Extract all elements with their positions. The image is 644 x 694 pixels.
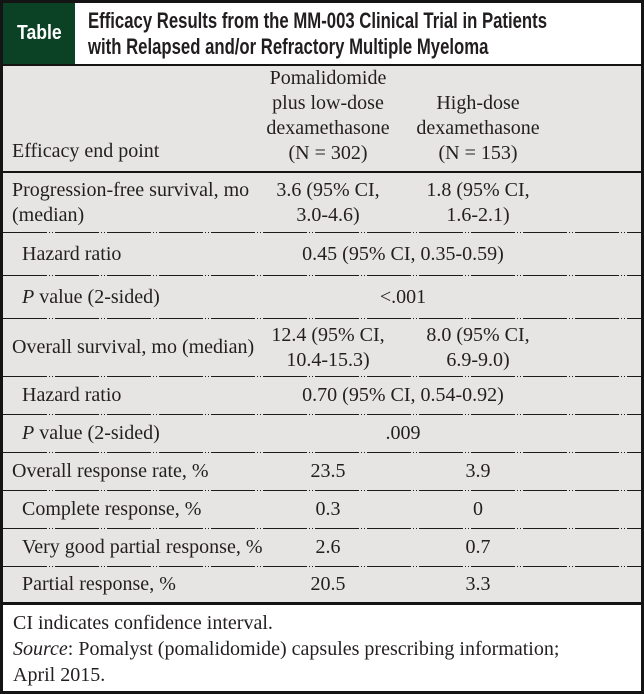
p-italic: P (22, 285, 35, 308)
footnote-source: Source: Pomalyst (pomalidomide) capsules… (13, 636, 631, 688)
source-italic: Source (13, 638, 68, 660)
column-header-highdose: High-dose dexamethasone (N = 153) (416, 92, 540, 164)
row-rule (3, 528, 641, 529)
row-label: Complete response, % (22, 498, 202, 520)
row-label: Very good partial response, % (22, 536, 263, 558)
title-separator (3, 64, 641, 66)
column-header-pomalidomide: Pomalidomide plus low-dose dexamethasone… (266, 67, 390, 164)
row-value-col2: 12.4 (95% CI, 10.4-15.3) (271, 323, 385, 371)
row-label: Overall survival, mo (median) (12, 336, 255, 358)
table-tag-label: Table (16, 22, 62, 44)
row-label: P value (2-sided) (3, 285, 253, 310)
table-row: Hazard ratio 0.70 (95% CI, 0.54-0.92) (3, 377, 641, 414)
title-wrap: Efficacy Results from the MM-003 Clinica… (75, 3, 641, 64)
table-title: Efficacy Results from the MM-003 Clinica… (88, 7, 548, 59)
row-rule (3, 318, 641, 319)
row-value-col3: 8.0 (95% CI, 6.9-9.0) (426, 323, 530, 371)
row-rule (3, 376, 641, 377)
title-band: Table Efficacy Results from the MM-003 C… (3, 3, 641, 64)
table-row: P value (2-sided) .009 (3, 415, 641, 452)
table-row: Hazard ratio 0.45 (95% CI, 0.35-0.59) (3, 233, 641, 275)
row-value-span: <.001 (379, 285, 427, 308)
row-value-col2: 20.5 (310, 573, 346, 595)
row-rule (3, 275, 641, 276)
row-rule (3, 232, 641, 233)
row-value-col2: 0.3 (315, 498, 341, 520)
row-label: P value (2-sided) (3, 421, 253, 446)
column-header-endpoint: Efficacy end point (12, 140, 160, 162)
p-italic: P (22, 422, 35, 444)
row-label-rest: value (2-sided) (34, 285, 160, 308)
table-row: Partial response, % 20.5 3.3 (3, 567, 641, 602)
table-footnotes: CI indicates confidence interval. Source… (3, 605, 641, 691)
footer-rule (3, 602, 641, 605)
row-value-col2: 3.6 (95% CI, 3.0-4.6) (276, 178, 380, 226)
column-header-row: Efficacy end point Pomalidomide plus low… (3, 66, 641, 171)
row-value-col3: 3.9 (465, 460, 491, 482)
table-tag-badge: Table (3, 3, 75, 64)
table-row: Complete response, % 0.3 0 (3, 491, 641, 528)
row-value-col2: 2.6 (315, 536, 341, 558)
row-value-col3: 3.3 (465, 573, 491, 595)
row-label: Overall response rate, % (12, 460, 209, 482)
row-rule (3, 414, 641, 415)
row-rule (3, 566, 641, 567)
row-label-rest: value (2-sided) (34, 422, 160, 444)
row-rule (3, 452, 641, 453)
row-label: Partial response, % (22, 573, 176, 595)
row-value-col2: 23.5 (310, 460, 346, 482)
table-row: Overall survival, mo (median) 12.4 (95% … (3, 319, 641, 376)
table-row: Very good partial response, % 2.6 0.7 (3, 529, 641, 566)
header-rule (3, 171, 641, 173)
footnote-ci: CI indicates confidence interval. (13, 612, 273, 634)
row-value-col3: 0.7 (465, 536, 491, 558)
row-rule (3, 490, 641, 491)
row-value-span: 0.45 (95% CI, 0.35-0.59) (302, 242, 504, 265)
row-label: Hazard ratio (22, 242, 122, 265)
row-value-col3: 1.8 (95% CI, 1.6-2.1) (426, 178, 530, 226)
table-row: P value (2-sided) <.001 (3, 276, 641, 318)
row-value-span: 0.70 (95% CI, 0.54-0.92) (302, 384, 504, 406)
source-text: : Pomalyst (pomalidomide) capsules presc… (13, 638, 560, 686)
row-label: Hazard ratio (22, 384, 122, 406)
row-value-span: .009 (385, 422, 421, 444)
row-value-col3: 0 (473, 498, 483, 520)
table-row: Progression-free survival, mo (median) 3… (3, 173, 641, 232)
table-row: Overall response rate, % 23.5 3.9 (3, 453, 641, 490)
row-label: Progression-free survival, mo (median) (12, 178, 250, 226)
